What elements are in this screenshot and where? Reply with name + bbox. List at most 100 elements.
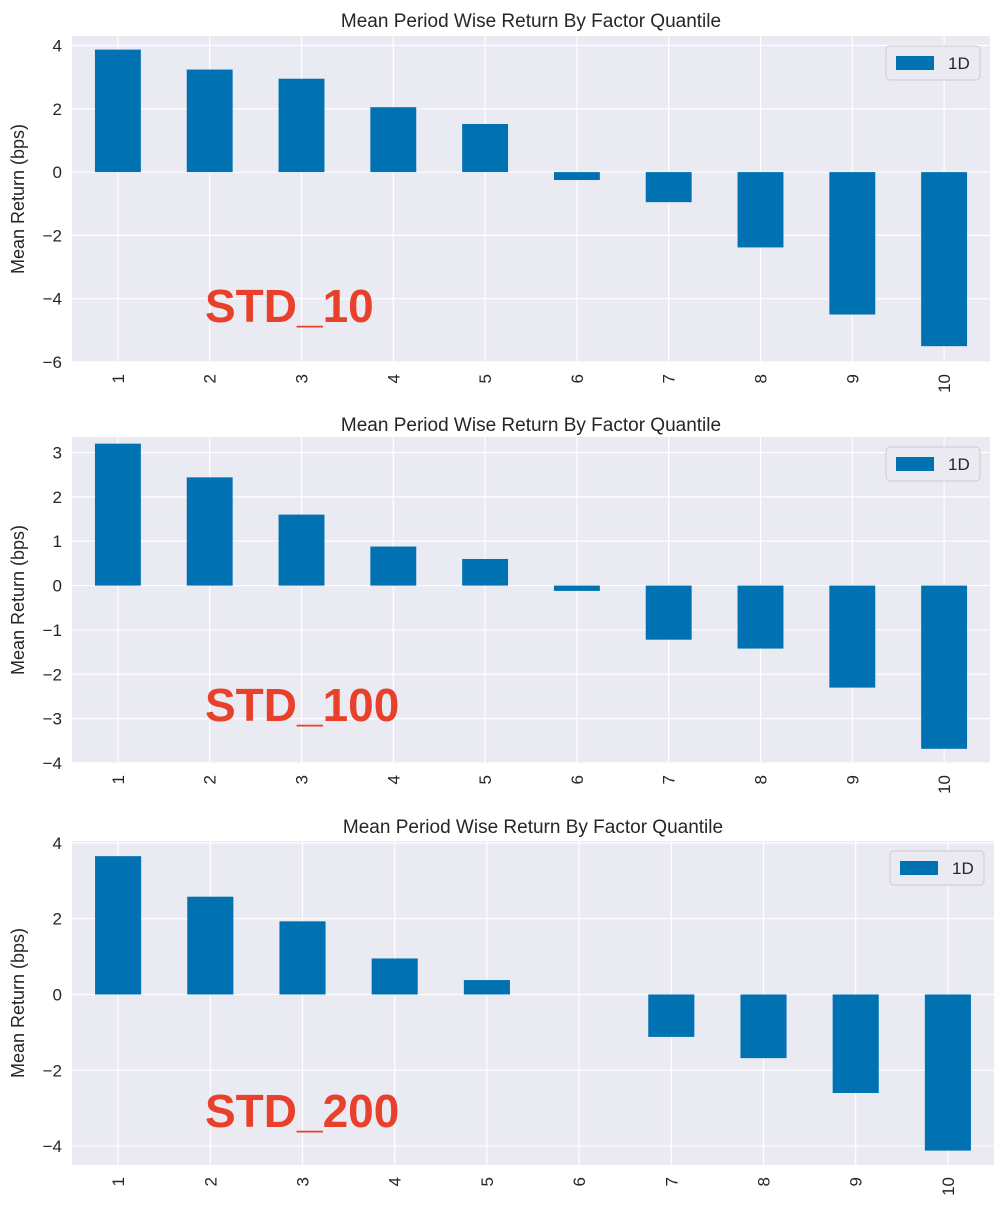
std-annotation: STD_10 xyxy=(205,280,374,332)
legend-swatch xyxy=(896,457,934,471)
x-tick-label: 6 xyxy=(568,775,587,784)
x-tick-label: 8 xyxy=(752,374,771,383)
legend-label: 1D xyxy=(948,54,970,73)
bar xyxy=(94,443,141,586)
bar xyxy=(463,980,510,995)
chart-title: Mean Period Wise Return By Factor Quanti… xyxy=(341,415,721,436)
x-tick-label: 4 xyxy=(384,775,403,784)
y-tick-label: −6 xyxy=(43,353,62,372)
x-tick-label: 4 xyxy=(386,1177,405,1186)
legend: 1D xyxy=(885,45,981,81)
legend-label: 1D xyxy=(948,455,970,474)
legend-swatch xyxy=(896,56,934,70)
bar xyxy=(553,172,600,181)
x-tick-label: 7 xyxy=(660,775,679,784)
y-tick-label: 0 xyxy=(53,577,62,596)
x-tick-label: 8 xyxy=(752,775,771,784)
x-tick-label: 5 xyxy=(476,374,495,383)
y-axis-label: Mean Return (bps) xyxy=(8,928,28,1078)
chart-title: Mean Period Wise Return By Factor Quanti… xyxy=(341,11,721,32)
chart-title: Mean Period Wise Return By Factor Quanti… xyxy=(343,817,723,838)
y-tick-label: −4 xyxy=(43,290,62,309)
y-tick-label: −2 xyxy=(43,1061,62,1080)
bar xyxy=(462,123,509,173)
y-tick-label: 0 xyxy=(53,985,62,1004)
x-tick-label: 2 xyxy=(201,1177,220,1186)
bar xyxy=(279,921,326,995)
x-tick-label: 8 xyxy=(755,1177,774,1186)
x-tick-label: 9 xyxy=(843,775,862,784)
bar xyxy=(645,172,692,203)
x-tick-label: 3 xyxy=(293,775,312,784)
bar xyxy=(278,514,325,586)
x-tick-label: 7 xyxy=(660,374,679,383)
y-tick-label: −2 xyxy=(43,665,62,684)
bar-chart-std-10: 4 2 0 −2 −4 −6 1 2 3 4 5 6 7 8 9 10 Mean Period Wise Ret… xyxy=(8,11,990,393)
y-tick-label: 1 xyxy=(53,532,62,551)
x-tick-label: 9 xyxy=(843,374,862,383)
y-tick-label: 3 xyxy=(53,444,62,463)
bar xyxy=(553,585,600,591)
x-tick-label: 2 xyxy=(201,775,220,784)
y-tick-label: 4 xyxy=(53,834,62,853)
bar xyxy=(371,958,418,995)
x-tick-label: 2 xyxy=(201,374,220,383)
y-tick-label: 2 xyxy=(53,910,62,929)
bar xyxy=(645,585,692,640)
std-annotation: STD_100 xyxy=(205,679,399,731)
legend: 1D xyxy=(885,446,981,482)
x-tick-label: 1 xyxy=(109,775,128,784)
bar xyxy=(829,585,876,688)
bar xyxy=(740,994,787,1059)
y-tick-label: −4 xyxy=(43,754,62,773)
bar xyxy=(924,994,971,1151)
y-tick-label: 4 xyxy=(53,36,62,55)
x-tick-label: 6 xyxy=(570,1177,589,1186)
y-tick-label: 2 xyxy=(53,100,62,119)
bar xyxy=(921,585,968,749)
x-tick-label: 3 xyxy=(294,1177,313,1186)
x-tick-label: 6 xyxy=(568,374,587,383)
bar xyxy=(832,994,879,1093)
bar xyxy=(94,49,141,173)
bar xyxy=(186,69,233,173)
legend-swatch xyxy=(900,861,938,875)
y-tick-label: 2 xyxy=(53,488,62,507)
x-tick-label: 9 xyxy=(847,1177,866,1186)
x-tick-label: 3 xyxy=(293,374,312,383)
chart-panel-std-100: 3 2 1 0 −1 −2 −3 −4 1 2 3 4 5 6 7 8 9 10 Mean Period Wise … xyxy=(0,405,996,805)
bar xyxy=(462,558,509,586)
x-tick-label: 1 xyxy=(109,374,128,383)
y-axis-label: Mean Return (bps) xyxy=(8,124,28,274)
chart-panel-std-200: 4 2 0 −2 −4 1 2 3 4 5 6 7 8 9 10 Mean Period Wise Retur… xyxy=(0,805,996,1206)
x-tick-label: 1 xyxy=(109,1177,128,1186)
y-axis-label: Mean Return (bps) xyxy=(8,525,28,675)
y-tick-label: −3 xyxy=(43,710,62,729)
bar xyxy=(370,107,417,173)
bar xyxy=(737,172,784,248)
y-tick-label: −4 xyxy=(43,1137,62,1156)
x-tick-label: 7 xyxy=(662,1177,681,1186)
bar xyxy=(187,896,234,995)
bar xyxy=(95,856,142,995)
bar xyxy=(186,477,233,586)
bar xyxy=(737,585,784,649)
y-tick-label: −1 xyxy=(43,621,62,640)
y-tick-label: 0 xyxy=(53,163,62,182)
legend-label: 1D xyxy=(952,859,974,878)
bar xyxy=(370,546,417,586)
bar-chart-std-200: 4 2 0 −2 −4 1 2 3 4 5 6 7 8 9 10 Mean Period Wise Retur… xyxy=(8,817,994,1196)
x-tick-label: 4 xyxy=(384,374,403,383)
y-tick-label: −2 xyxy=(43,226,62,245)
bar xyxy=(648,994,695,1037)
x-tick-label: 5 xyxy=(478,1177,497,1186)
bar xyxy=(829,172,876,315)
bar xyxy=(278,78,325,173)
bar xyxy=(921,172,968,347)
x-tick-label: 5 xyxy=(476,775,495,784)
x-tick-label: 10 xyxy=(935,775,954,794)
x-tick-label: 10 xyxy=(939,1177,958,1196)
x-tick-label: 10 xyxy=(935,374,954,393)
chart-panel-std-10: 4 2 0 −2 −4 −6 1 2 3 4 5 6 7 8 9 10 Mean Period Wise Ret… xyxy=(0,0,996,405)
